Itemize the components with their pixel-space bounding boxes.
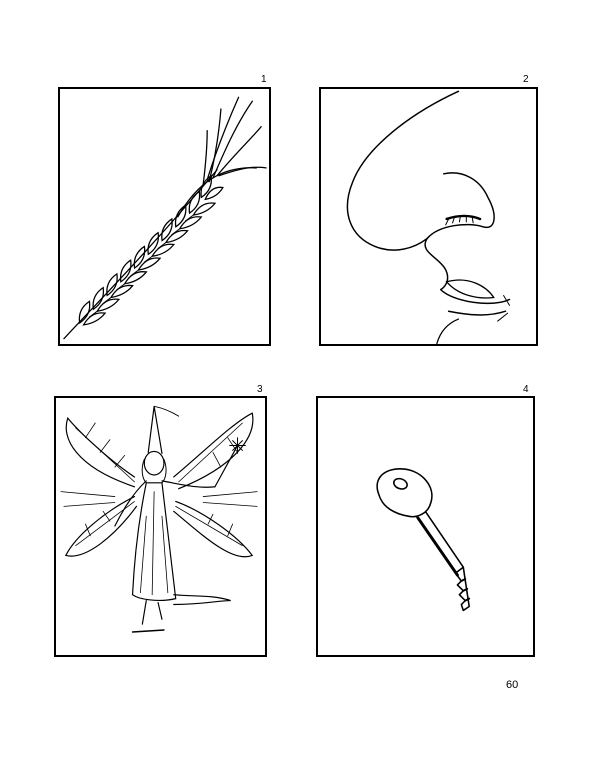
fairy-icon: [60, 405, 258, 633]
panel-4-number: 4: [523, 384, 529, 395]
panel-1-number: 1: [261, 74, 267, 85]
panel-1-wheat: [58, 87, 271, 346]
panel-4-key: [316, 396, 535, 657]
panel-2-number: 2: [523, 74, 529, 85]
panel-3-number: 3: [257, 384, 263, 395]
page-number: 60: [506, 679, 519, 691]
panel-2-nose: [319, 87, 538, 346]
wheat-ear-icon: [63, 96, 267, 340]
panel-3-fairy: [54, 396, 267, 657]
nose-icon: [346, 90, 511, 344]
key-icon: [376, 468, 471, 612]
